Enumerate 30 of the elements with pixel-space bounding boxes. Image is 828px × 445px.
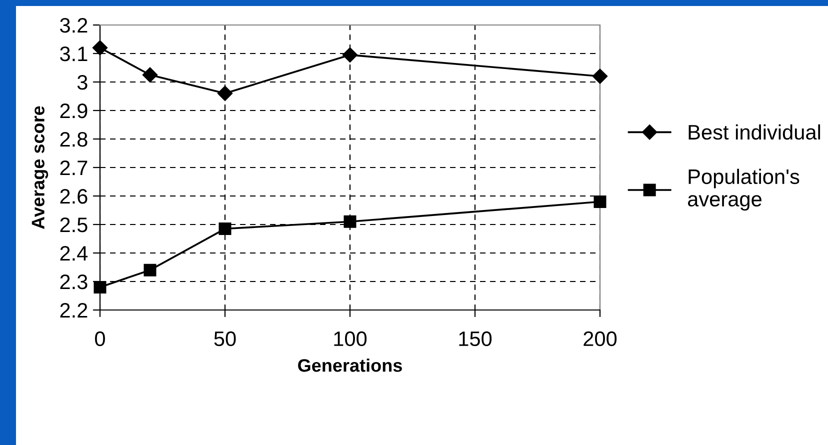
legend-label: Population's average — [688, 168, 800, 211]
x-tick-label: 200 — [584, 331, 617, 346]
point — [217, 86, 233, 101]
x-tick-label: 100 — [334, 331, 367, 346]
y-tick-label: 2.7 — [60, 160, 88, 176]
x-tick-label: 50 — [214, 331, 236, 346]
y-tick-label: 3.2 — [60, 18, 88, 33]
legend-label: Best individual — [688, 124, 820, 140]
point — [92, 40, 108, 56]
y-tick-label: 2.3 — [60, 274, 88, 290]
x-tick-label: 0 — [95, 331, 105, 346]
x-tick-label: 150 — [459, 331, 492, 346]
y-tick-label: 2.9 — [60, 104, 88, 118]
point — [218, 222, 232, 236]
point — [594, 195, 606, 208]
point — [344, 215, 356, 228]
y-tick-label: 3 — [77, 75, 88, 90]
point — [342, 47, 358, 62]
y-tick-label: 2.8 — [60, 132, 88, 147]
point — [142, 67, 158, 82]
y-tick-label: 2.5 — [60, 218, 88, 232]
y-tick-label: 2.4 — [60, 246, 88, 261]
x-axis-title: Generations — [298, 358, 402, 372]
point — [144, 264, 156, 276]
y-tick-label: 2.6 — [60, 189, 88, 204]
point — [592, 68, 608, 84]
point — [94, 280, 106, 294]
y-axis-title: Average score — [32, 106, 48, 229]
y-tick-label: 2.2 — [60, 303, 88, 318]
y-tick-label: 3.1 — [60, 46, 88, 62]
